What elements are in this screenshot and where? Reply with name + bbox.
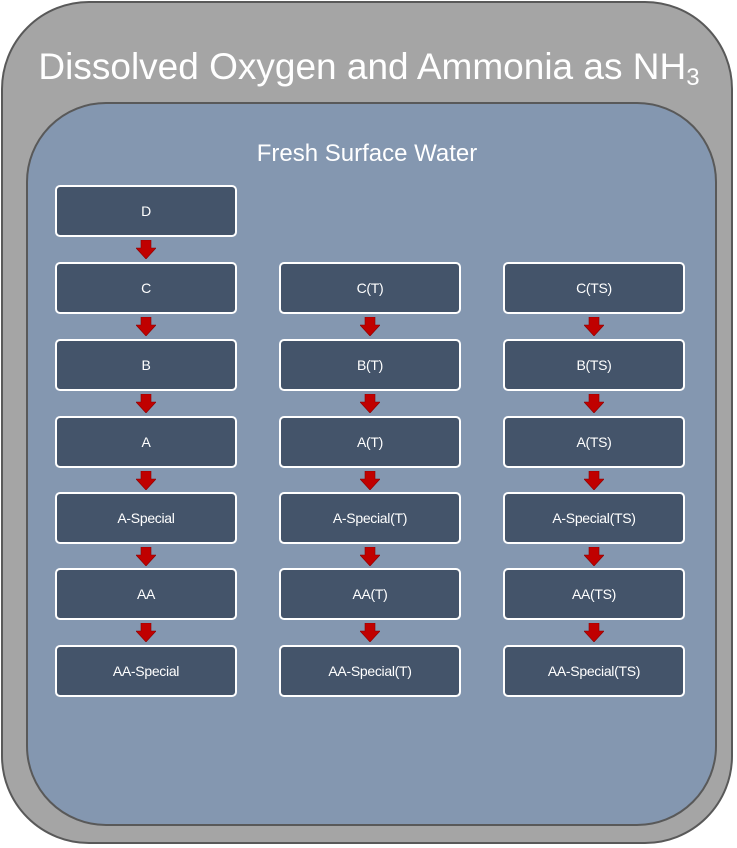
- down-arrow-icon: [136, 547, 156, 566]
- title-subscript: 3: [686, 64, 700, 91]
- down-arrow-icon: [360, 471, 380, 490]
- diagram-subtitle: Fresh Surface Water: [256, 140, 478, 167]
- class-box: AA(TS): [503, 568, 685, 620]
- class-box: C(T): [279, 262, 461, 314]
- class-box: AA-Special(TS): [503, 645, 685, 697]
- class-box: AA(T): [279, 568, 461, 620]
- down-arrow-icon: [136, 623, 156, 642]
- down-arrow-icon: [584, 623, 604, 642]
- class-box: A-Special: [55, 492, 237, 544]
- class-box: A(TS): [503, 416, 685, 468]
- down-arrow-icon: [584, 547, 604, 566]
- class-box: B: [55, 339, 237, 391]
- down-arrow-icon: [360, 547, 380, 566]
- down-arrow-icon: [136, 317, 156, 336]
- class-box: B(TS): [503, 339, 685, 391]
- class-box: AA: [55, 568, 237, 620]
- title-text: Dissolved Oxygen and Ammonia as NH: [38, 46, 687, 87]
- down-arrow-icon: [136, 394, 156, 413]
- class-box: D: [55, 185, 237, 237]
- class-box: C(TS): [503, 262, 685, 314]
- class-box: A-Special(T): [279, 492, 461, 544]
- down-arrow-icon: [584, 471, 604, 490]
- diagram-title: Dissolved Oxygen and Ammonia as NH3: [3, 43, 735, 91]
- class-box: AA-Special: [55, 645, 237, 697]
- class-box: AA-Special(T): [279, 645, 461, 697]
- class-box: A-Special(TS): [503, 492, 685, 544]
- down-arrow-icon: [360, 394, 380, 413]
- class-box: A(T): [279, 416, 461, 468]
- class-box: B(T): [279, 339, 461, 391]
- down-arrow-icon: [360, 623, 380, 642]
- class-box: C: [55, 262, 237, 314]
- down-arrow-icon: [136, 240, 156, 259]
- down-arrow-icon: [136, 471, 156, 490]
- down-arrow-icon: [360, 317, 380, 336]
- down-arrow-icon: [584, 394, 604, 413]
- class-box: A: [55, 416, 237, 468]
- down-arrow-icon: [584, 317, 604, 336]
